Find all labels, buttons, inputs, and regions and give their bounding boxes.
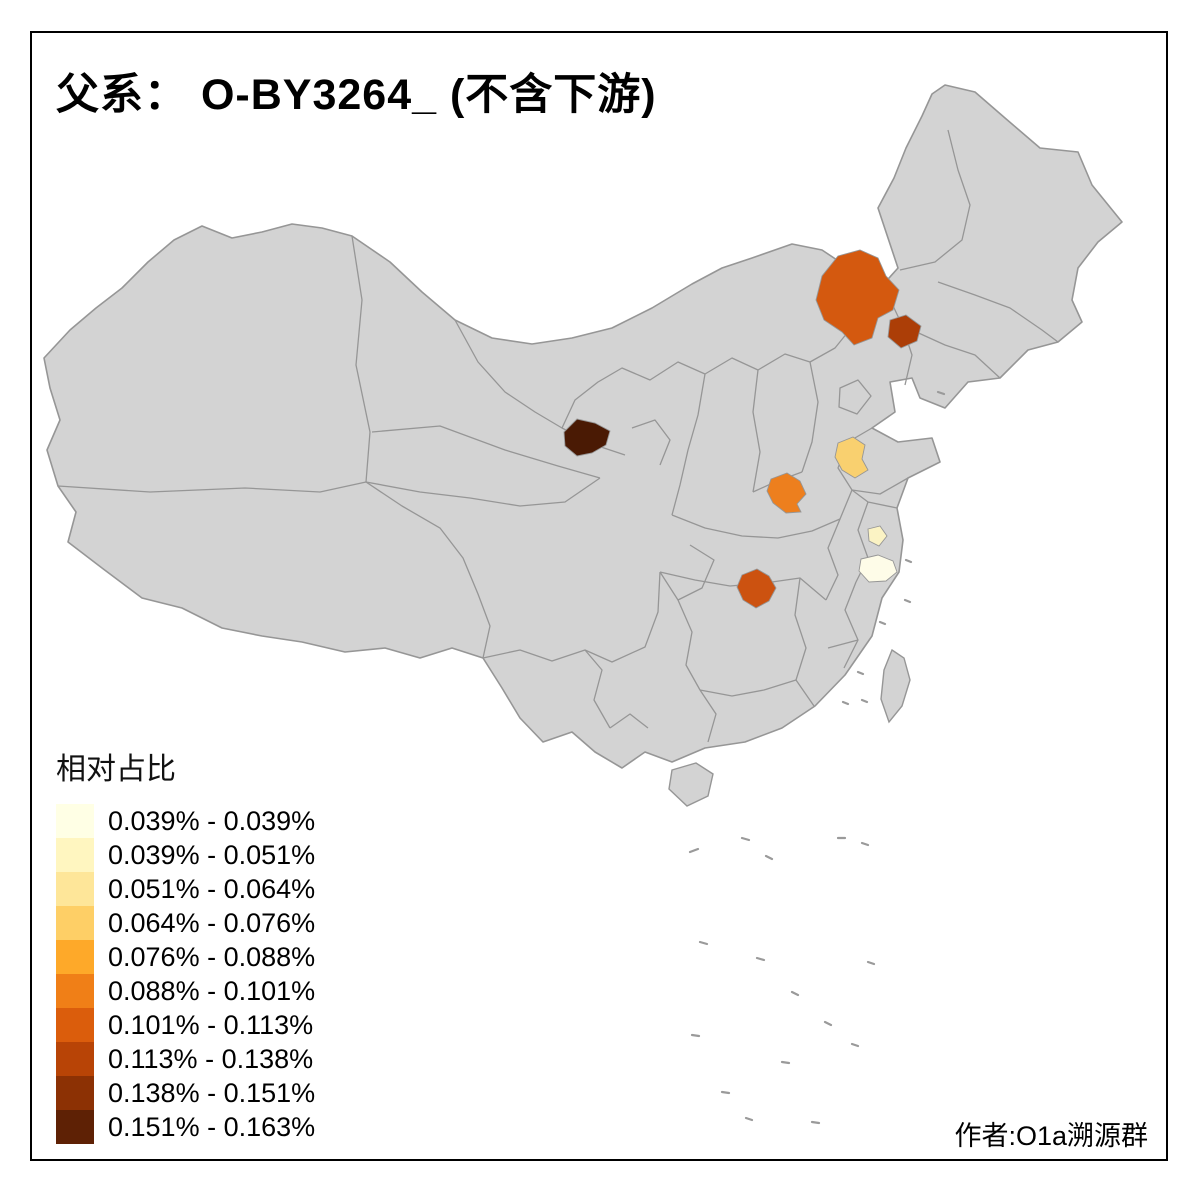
border-sichuan-south	[482, 571, 661, 663]
legend-row: 0.064% - 0.076%	[56, 906, 315, 940]
legend-label: 0.101% - 0.113%	[108, 1009, 314, 1040]
legend-label: 0.039% - 0.039%	[108, 805, 316, 836]
taiwan-island	[880, 648, 911, 724]
legend-swatch	[56, 1008, 94, 1042]
border-yunnan-guangxi	[609, 713, 649, 729]
border-zhejiang-fujian	[827, 639, 859, 649]
border-hunan-jiangxi	[794, 577, 807, 681]
region-chifeng	[815, 249, 900, 346]
border-guizhou-hunan	[677, 599, 701, 691]
legend-swatch	[56, 906, 94, 940]
border-anhui-west	[825, 518, 841, 601]
legend-swatch	[56, 940, 94, 974]
legend-row: 0.039% - 0.039%	[56, 804, 315, 838]
province-borders	[57, 129, 1059, 743]
region-liaoning	[887, 314, 922, 349]
region-qinghai-gansu	[563, 418, 611, 457]
legend-row: 0.039% - 0.051%	[56, 838, 315, 872]
legend-swatch	[56, 1110, 94, 1144]
region-shandong	[834, 436, 869, 479]
region-henan	[766, 472, 807, 514]
legend-label: 0.138% - 0.151%	[108, 1077, 316, 1108]
border-shanxi-shaanxi	[752, 369, 761, 493]
legend-swatch	[56, 1042, 94, 1076]
border-ningxia	[631, 419, 671, 466]
border-qinghai-south	[365, 477, 601, 507]
border-shaanxi-west	[671, 373, 706, 516]
region-jiangsu-cream	[858, 554, 898, 583]
legend-label: 0.088% - 0.101%	[108, 975, 316, 1006]
border-guangxi-guangdong	[699, 689, 717, 743]
border-yunnan-east	[584, 649, 611, 729]
border-xinjiang-east	[351, 235, 371, 483]
region-jiangsu-light	[867, 525, 888, 547]
highlighted-regions	[563, 249, 922, 609]
border-hebei-shanxi	[801, 361, 819, 473]
legend-row: 0.076% - 0.088%	[56, 940, 315, 974]
page-title: 父系： O-BY3264_ (不含下游)	[56, 71, 657, 119]
legend: 相对占比 0.039% - 0.039% 0.039% - 0.051% 0.0…	[56, 744, 315, 1144]
legend-swatch	[56, 804, 94, 838]
legend-swatch	[56, 1076, 94, 1110]
legend-row: 0.088% - 0.101%	[56, 974, 315, 1008]
legend-row: 0.051% - 0.064%	[56, 872, 315, 906]
border-guangdong-north	[699, 679, 815, 707]
legend-title: 相对占比	[56, 753, 176, 786]
border-jilin-liaoning	[911, 329, 1001, 379]
border-heilongjiang-jilin	[937, 281, 1059, 343]
legend-label: 0.064% - 0.076%	[108, 907, 316, 938]
border-tibet-east	[365, 481, 491, 659]
border-zhejiang	[843, 581, 859, 669]
legend-swatch	[56, 974, 94, 1008]
border-chongqing	[659, 544, 715, 601]
legend-label: 0.039% - 0.051%	[108, 839, 316, 870]
legend-row: 0.151% - 0.163%	[56, 1110, 315, 1144]
border-beijing	[838, 379, 872, 415]
border-qinghai-gansu	[371, 425, 601, 479]
legend-label: 0.076% - 0.088%	[108, 941, 316, 972]
plot-frame	[30, 31, 1168, 1161]
legend-swatch	[56, 872, 94, 906]
south-china-sea-islands	[688, 390, 946, 1125]
legend-label: 0.151% - 0.163%	[108, 1111, 316, 1142]
legend-row: 0.138% - 0.151%	[56, 1076, 315, 1110]
legend-swatch	[56, 838, 94, 872]
hainan-island	[668, 762, 714, 807]
legend-label: 0.051% - 0.064%	[108, 873, 316, 904]
author-credit: 作者:O1a溯源群	[954, 1121, 1148, 1151]
border-hinggan	[899, 129, 971, 271]
legend-label: 0.113% - 0.138%	[108, 1043, 314, 1074]
border-tibet-north	[57, 481, 367, 493]
legend-row: 0.101% - 0.113%	[56, 1008, 315, 1042]
border-neimenggu-south	[561, 287, 881, 429]
region-hunan	[736, 568, 777, 609]
legend-row: 0.113% - 0.138%	[56, 1042, 315, 1076]
